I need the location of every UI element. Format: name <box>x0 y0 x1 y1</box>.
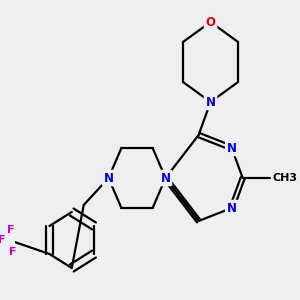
Text: F: F <box>0 235 5 245</box>
Text: N: N <box>227 202 237 214</box>
Text: O: O <box>206 16 215 28</box>
Text: N: N <box>103 172 113 184</box>
Text: F: F <box>9 247 16 257</box>
Text: N: N <box>227 142 237 154</box>
Text: F: F <box>7 225 15 235</box>
Text: N: N <box>160 172 170 184</box>
Text: CH3: CH3 <box>272 173 297 183</box>
Text: N: N <box>206 95 215 109</box>
